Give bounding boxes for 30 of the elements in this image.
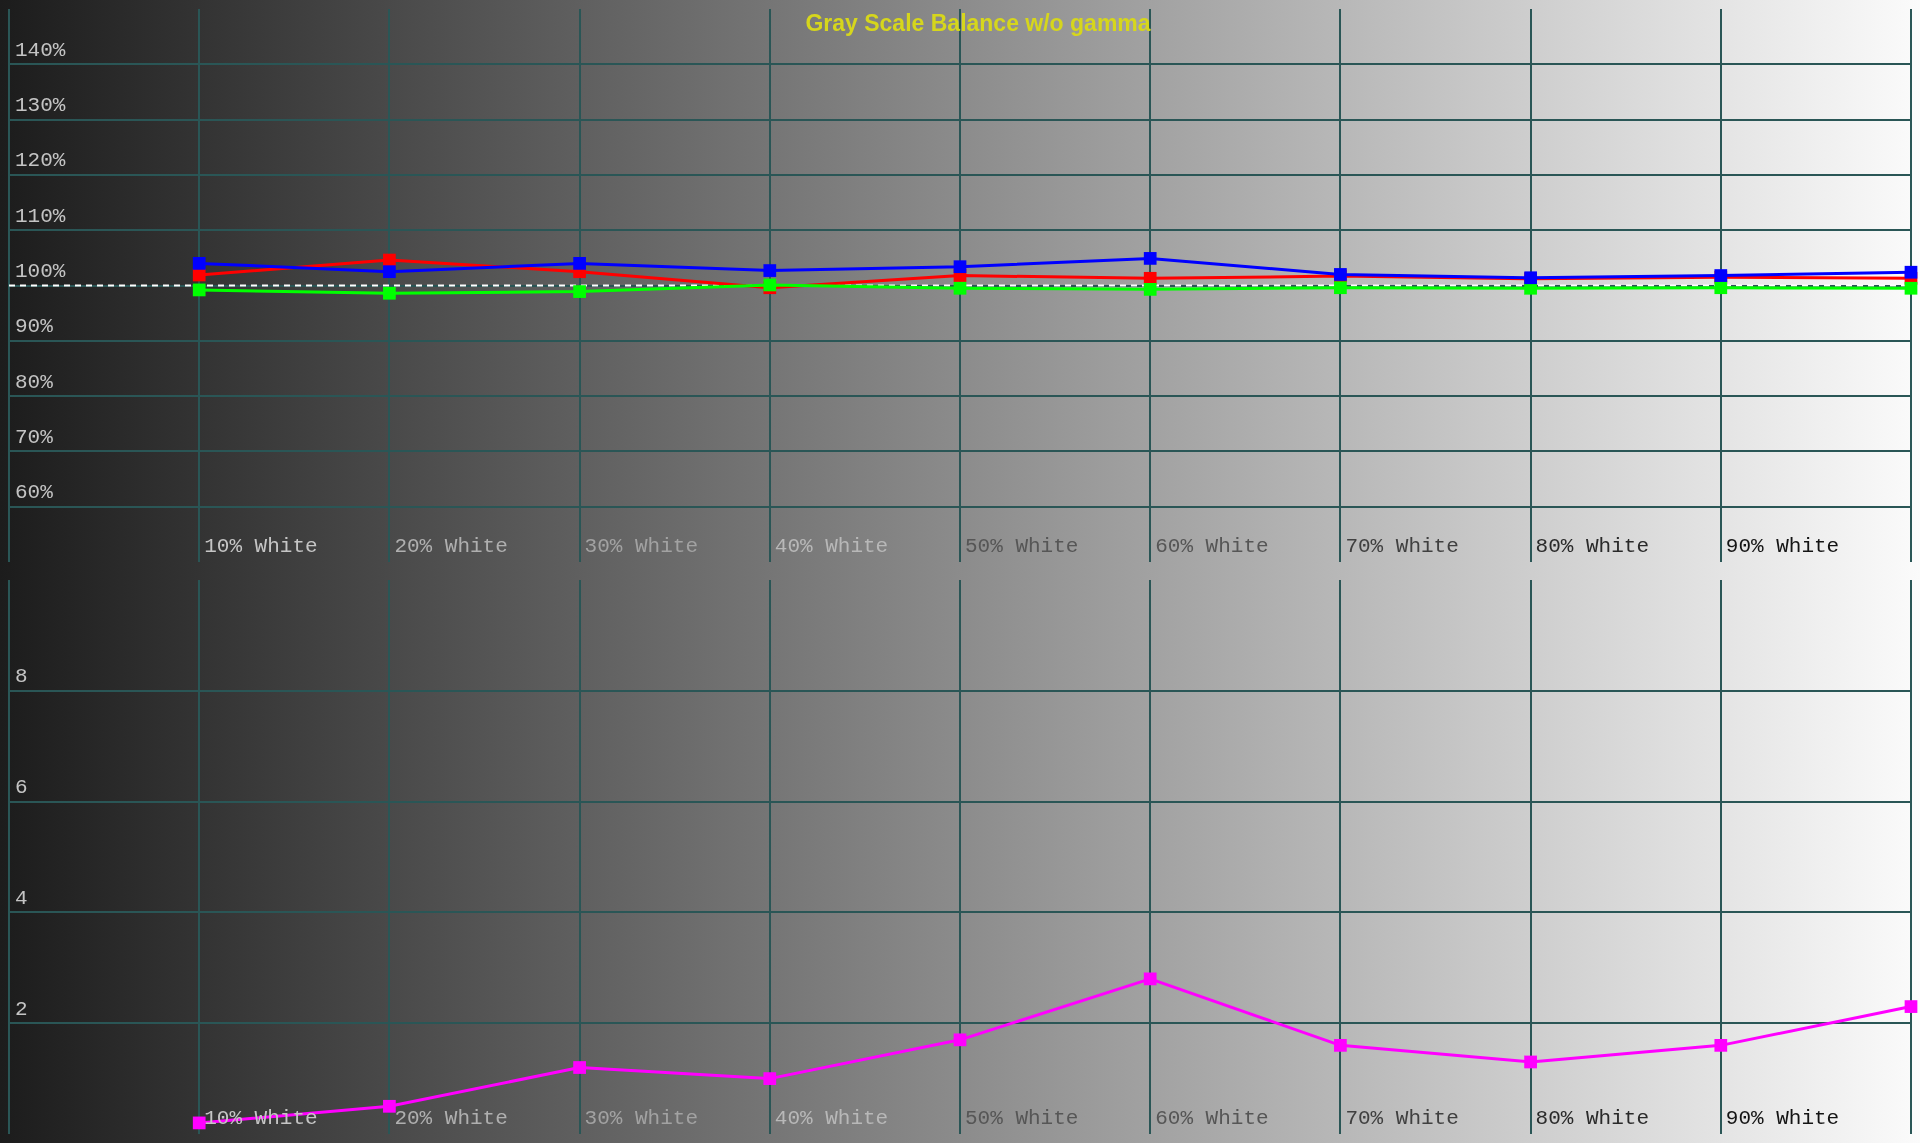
y-tick-label: 90% bbox=[15, 315, 54, 339]
y-tick-label: 140% bbox=[15, 38, 66, 62]
y-tick-label: 100% bbox=[15, 260, 66, 284]
x-tick-label: 40% White bbox=[774, 534, 889, 558]
y-tick-label: 8 bbox=[15, 665, 28, 689]
x-tick-label: 50% White bbox=[965, 1106, 1079, 1130]
x-tick-label: 90% White bbox=[1725, 1106, 1840, 1130]
x-tick-label: 70% White bbox=[1345, 534, 1459, 558]
x-tick-label: 50% White bbox=[965, 534, 1079, 558]
x-tick-label: 60% White bbox=[1155, 534, 1269, 558]
x-tick-label: 90% White bbox=[1725, 534, 1840, 558]
x-tick-label: 10% White bbox=[204, 534, 318, 558]
x-tick-label: 30% White bbox=[584, 1106, 699, 1130]
x-tick-label: 20% White bbox=[394, 534, 508, 558]
y-tick-label: 70% bbox=[15, 425, 54, 449]
y-tick-label: 130% bbox=[15, 94, 66, 118]
y-tick-label: 2 bbox=[15, 997, 28, 1021]
y-tick-label: 80% bbox=[15, 370, 54, 394]
y-tick-label: 110% bbox=[15, 204, 66, 228]
x-tick-label: 60% White bbox=[1155, 1106, 1269, 1130]
x-tick-label: 20% White bbox=[394, 1106, 508, 1130]
y-tick-label: 4 bbox=[15, 886, 28, 910]
x-tick-label: 80% White bbox=[1535, 534, 1650, 558]
x-tick-label: 30% White bbox=[584, 534, 699, 558]
y-tick-label: 60% bbox=[15, 481, 54, 505]
x-tick-label: 70% White bbox=[1345, 1106, 1459, 1130]
x-tick-label: 40% White bbox=[774, 1106, 889, 1130]
y-tick-label: 120% bbox=[15, 149, 66, 173]
x-tick-label: 80% White bbox=[1535, 1106, 1650, 1130]
y-tick-label: 6 bbox=[15, 776, 28, 800]
